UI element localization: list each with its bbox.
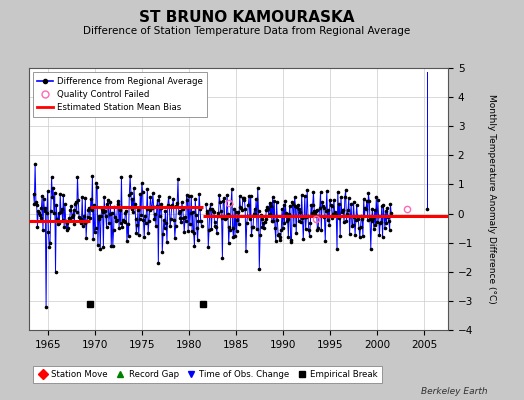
Legend: Station Move, Record Gap, Time of Obs. Change, Empirical Break: Station Move, Record Gap, Time of Obs. C… xyxy=(33,366,382,383)
Text: Berkeley Earth: Berkeley Earth xyxy=(421,387,487,396)
Text: Difference of Station Temperature Data from Regional Average: Difference of Station Temperature Data f… xyxy=(83,26,410,36)
Text: ST BRUNO KAMOURASKA: ST BRUNO KAMOURASKA xyxy=(138,10,354,25)
Y-axis label: Monthly Temperature Anomaly Difference (°C): Monthly Temperature Anomaly Difference (… xyxy=(487,94,496,304)
